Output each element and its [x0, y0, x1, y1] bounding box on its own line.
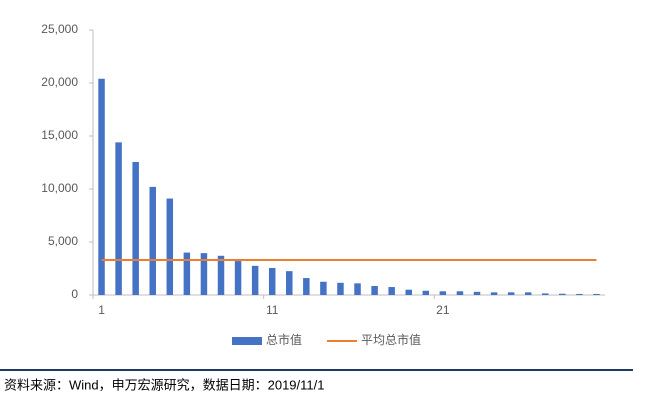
bar [132, 161, 139, 295]
y-tick-label: 10,000 [41, 181, 78, 195]
bar [559, 293, 566, 295]
bar [166, 198, 174, 295]
bar [200, 253, 208, 295]
bar [234, 261, 242, 295]
bar [542, 293, 549, 295]
bar [286, 271, 293, 295]
bar [524, 292, 532, 295]
bar [337, 282, 344, 295]
x-tick-label: 21 [436, 303, 450, 317]
bar [490, 292, 498, 295]
bar [507, 292, 515, 295]
bar [593, 293, 600, 295]
bar [251, 265, 259, 295]
bar [115, 142, 122, 295]
bar [439, 291, 447, 295]
x-tick-label: 1 [98, 303, 105, 317]
legend-label: 平均总市值 [361, 332, 421, 347]
y-tick-label: 0 [71, 287, 78, 301]
bar [422, 290, 430, 295]
bar [303, 278, 310, 295]
bar [576, 293, 583, 295]
bar [149, 186, 156, 295]
bar [183, 252, 191, 295]
legend-swatch [232, 337, 262, 345]
y-tick-label: 25,000 [41, 22, 78, 36]
source-note: 资料来源：Wind，申万宏源研究，数据日期：2019/11/1 [4, 377, 325, 392]
bar [371, 285, 378, 295]
bar [320, 281, 327, 295]
y-tick-label: 20,000 [41, 75, 78, 89]
bar [268, 267, 276, 295]
y-tick-label: 15,000 [41, 128, 78, 142]
bar [473, 291, 481, 295]
legend-label: 总市值 [266, 332, 302, 347]
bar [456, 291, 464, 295]
bar [354, 283, 361, 295]
bar [98, 78, 105, 295]
y-tick-label: 5,000 [48, 234, 78, 248]
x-tick-label: 11 [266, 303, 279, 317]
bar [388, 287, 395, 295]
bar [405, 289, 412, 295]
bar [217, 255, 225, 295]
